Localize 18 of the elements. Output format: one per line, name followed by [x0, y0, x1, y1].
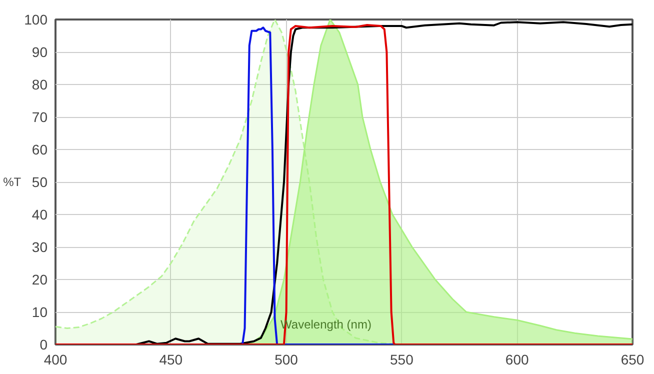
y-tick-label: 50: [32, 174, 48, 190]
y-tick-label: 20: [32, 272, 48, 288]
y-tick-label: 10: [32, 304, 48, 320]
y-tick-label: 100: [24, 12, 48, 28]
x-tick-label: 450: [159, 352, 183, 368]
y-axis-title: %T: [3, 175, 22, 189]
y-tick-label: 80: [32, 76, 48, 92]
y-tick-label: 60: [32, 142, 48, 158]
y-tick-label: 40: [32, 206, 48, 222]
x-tick-label: 500: [274, 352, 298, 368]
x-tick-label: 600: [505, 352, 529, 368]
x-tick-label: 650: [620, 352, 644, 368]
x-tick-label: 550: [390, 352, 414, 368]
y-tick-label: 70: [32, 109, 48, 125]
y-tick-label: 90: [32, 44, 48, 60]
x-tick-label: 400: [44, 352, 68, 368]
y-tick-label: 30: [32, 239, 48, 255]
y-tick-label: 0: [40, 336, 48, 352]
